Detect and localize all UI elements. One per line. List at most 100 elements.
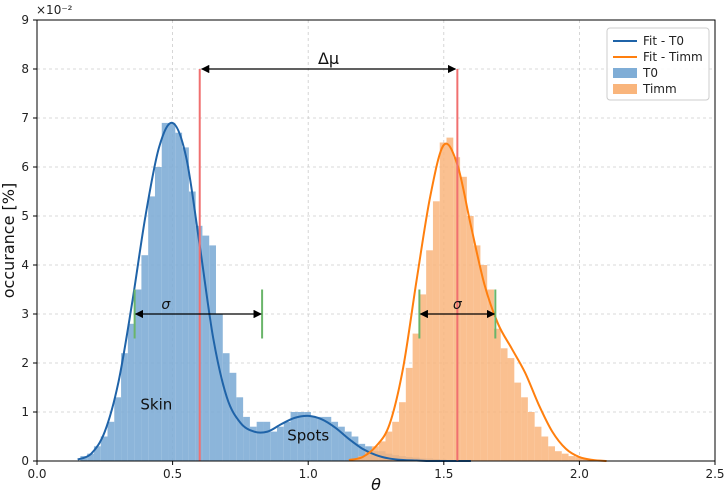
y-multiplier-label: ×10⁻²: [36, 3, 73, 17]
bar-timm: [446, 137, 454, 461]
bar-timm: [534, 426, 542, 461]
legend-label-t0_fit: Fit - T0: [643, 34, 684, 48]
bar-t0: [236, 397, 244, 461]
bar-t0: [107, 421, 115, 461]
bar-t0: [127, 323, 135, 461]
bar-timm: [392, 421, 400, 461]
bar-timm: [568, 456, 576, 461]
bar-t0: [222, 353, 230, 461]
bar-t0: [290, 412, 298, 461]
bar-timm: [507, 358, 515, 461]
y-tick-label: 1: [21, 405, 29, 419]
sigma-label-t0: σ: [161, 297, 171, 313]
bar-timm: [480, 265, 488, 461]
y-tick-label: 2: [21, 356, 29, 370]
bar-timm: [365, 451, 372, 461]
x-tick-label: 2.0: [570, 467, 589, 481]
legend-swatch-t0_hist: [613, 68, 637, 78]
x-tick-label: 0.5: [163, 467, 182, 481]
y-tick-label: 3: [21, 307, 29, 321]
y-tick-label: 0: [21, 454, 29, 468]
x-tick-label: 1.0: [299, 467, 318, 481]
y-tick-label: 7: [21, 111, 29, 125]
bar-t0: [331, 421, 339, 461]
bar-t0: [351, 436, 359, 461]
bar-t0: [87, 453, 94, 461]
y-tick-label: 5: [21, 209, 29, 223]
bar-t0: [175, 132, 183, 461]
plot-area: 0.0 0.5 1.0 1.5 2.0 2.5 0 1 2 3 4 5 6 7 8 9: [21, 13, 724, 481]
bar-t0: [243, 416, 250, 461]
bar-t0: [256, 421, 264, 461]
legend: Fit - T0 Fit - Timm T0 Timm: [606, 27, 710, 101]
bar-timm: [466, 216, 474, 461]
bar-timm: [541, 436, 549, 461]
bar-t0: [277, 426, 284, 461]
bar-t0: [297, 412, 305, 461]
bar-t0: [358, 443, 366, 461]
bar-t0: [202, 235, 210, 461]
legend-label-timm_hist: Timm: [642, 82, 677, 96]
legend-label-timm_fit: Fit - Timm: [643, 50, 703, 64]
y-tick-label: 8: [21, 62, 29, 76]
bar-t0: [283, 421, 291, 461]
bar-timm: [527, 412, 535, 461]
bar-t0: [134, 289, 142, 461]
bar-t0: [215, 314, 223, 461]
bar-timm: [493, 328, 501, 461]
spots-label: Spots: [287, 426, 329, 444]
bar-timm: [514, 382, 522, 461]
bar-t0: [263, 421, 271, 461]
bar-timm: [473, 245, 481, 461]
bar-timm: [432, 201, 440, 462]
skin-label: Skin: [140, 396, 172, 414]
bar-t0: [161, 122, 169, 462]
bar-t0: [114, 397, 122, 461]
bar-t0: [229, 372, 237, 461]
bar-timm: [419, 294, 427, 461]
bar-t0: [182, 147, 189, 461]
x-tick-label: 2.5: [705, 467, 724, 481]
bar-timm: [439, 142, 447, 461]
x-tick-label: 0.0: [27, 467, 46, 481]
bar-t0: [304, 412, 311, 461]
bar-t0: [249, 426, 257, 461]
bar-timm: [554, 451, 562, 461]
y-tick-label: 9: [21, 13, 29, 27]
fit-line-t0: [77, 121, 471, 463]
x-tick-label: 1.5: [434, 467, 453, 481]
sigma-label-timm: σ: [453, 297, 463, 313]
bar-timm: [385, 431, 393, 461]
legend-frame: [606, 27, 710, 101]
bar-t0: [338, 426, 345, 461]
bar-timm: [399, 402, 406, 461]
bar-t0: [121, 353, 128, 461]
y-tick-label: 4: [21, 258, 29, 272]
bar-timm: [358, 456, 366, 461]
bar-timm: [412, 333, 420, 461]
bar-timm: [460, 176, 467, 462]
legend-label-t0_hist: T0: [642, 66, 658, 80]
bar-timm: [548, 446, 555, 461]
bar-t0: [168, 122, 176, 462]
bar-t0: [148, 196, 155, 461]
bar-t0: [310, 416, 318, 461]
y-axis-label: occurance [%]: [0, 183, 18, 298]
bar-t0: [209, 245, 216, 461]
bar-t0: [324, 416, 332, 461]
y-tick-label: 6: [21, 160, 29, 174]
bar-timm: [575, 457, 583, 461]
x-axis-label: θ: [371, 475, 381, 494]
delta-mu-label: Δμ: [318, 49, 339, 68]
bar-timm: [405, 367, 413, 461]
bar-timm: [378, 441, 386, 461]
fit-line-timm: [348, 142, 607, 462]
axes-frame: [36, 19, 716, 462]
bar-t0: [344, 431, 352, 461]
bar-t0: [317, 416, 325, 461]
bar-t0: [188, 191, 196, 461]
bar-t0: [93, 446, 101, 461]
bar-timm: [487, 289, 494, 461]
bar-timm: [500, 348, 508, 461]
